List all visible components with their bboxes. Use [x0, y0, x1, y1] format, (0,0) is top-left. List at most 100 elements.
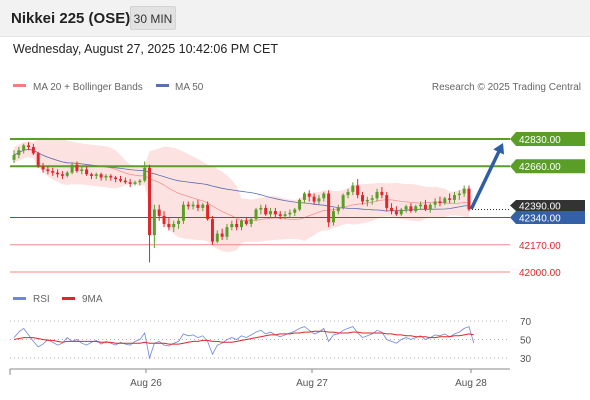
forecast-arrow-head [493, 143, 505, 155]
candle-body [148, 167, 152, 236]
rsi-tick-label: 70 [520, 317, 532, 328]
candle-body [288, 212, 292, 215]
legend-9ma-label: 9MA [82, 294, 103, 305]
candle-body [230, 223, 234, 228]
watermark: Research © 2025 Trading Central [432, 82, 581, 93]
candle-body [356, 185, 360, 196]
candle-body [283, 214, 287, 216]
candle-body [31, 147, 35, 154]
candle-body [167, 223, 171, 228]
candle-body [36, 153, 40, 167]
candle-body [264, 207, 268, 215]
candle-body [394, 211, 398, 215]
candle-body [128, 182, 132, 184]
legend-ma20-label: MA 20 + Bollinger Bands [33, 82, 143, 93]
level-tag-42340.00 [510, 211, 585, 225]
bollinger-band [14, 138, 469, 252]
rsi-tick-label: 30 [520, 354, 532, 365]
candle-body [327, 193, 331, 223]
candle-body [46, 169, 50, 172]
candle-body [244, 220, 248, 224]
candle-body [375, 191, 379, 199]
candle-body [346, 191, 350, 196]
candle-body [80, 169, 84, 172]
candle-body [196, 204, 200, 208]
header-bar: Nikkei 225 (OSE) 30 MIN [0, 0, 590, 37]
ma50-swatch [156, 84, 169, 87]
candle-body [385, 195, 389, 208]
forecast-arrow-shaft [470, 150, 501, 210]
candle-body [452, 195, 456, 200]
candle-body [414, 206, 418, 212]
candle-body [138, 180, 142, 183]
candle-body [273, 211, 277, 215]
level-label-42000.00: 42000.00 [519, 268, 561, 279]
candle-body [152, 209, 156, 236]
candle-body [220, 233, 224, 237]
candle-body [317, 198, 321, 202]
candle-body [312, 196, 316, 202]
time-axis: Aug 26 Aug 27 Aug 28 [9, 368, 510, 389]
candle-body [467, 188, 471, 210]
candle-body [75, 164, 79, 172]
rsi-plot: 70 50 30 [10, 317, 532, 365]
candle-body [191, 204, 195, 207]
candle-body [419, 204, 423, 207]
candle-body [361, 195, 365, 202]
level-label-42830.00: 42830.00 [519, 135, 561, 146]
legend-rsi-label: RSI [33, 294, 50, 305]
candle-body [177, 220, 181, 224]
candle-body [322, 193, 326, 199]
candle-body [390, 207, 394, 212]
candle-body [225, 227, 229, 237]
candle-body [259, 207, 263, 210]
candle-body [307, 193, 311, 197]
ma20-swatch [13, 84, 26, 87]
candle-body [331, 211, 335, 223]
candle-body [240, 220, 243, 228]
instrument-title: Nikkei 225 (OSE) [11, 10, 131, 27]
level-label-42390.00: 42390.00 [519, 202, 561, 213]
candle-body [293, 209, 297, 213]
candle-body [186, 204, 190, 207]
candle-body [409, 206, 413, 212]
candle-body [94, 174, 98, 176]
candle-body [269, 211, 273, 215]
candle-body [157, 209, 161, 216]
level-tag-42830.00 [510, 132, 585, 146]
time-tick-label: Aug 28 [455, 378, 487, 389]
candle-body [428, 204, 432, 210]
candle-body [181, 204, 185, 221]
candle-body [41, 166, 45, 170]
candle-body [249, 219, 253, 224]
candle-body [215, 233, 219, 242]
candle-body [448, 198, 452, 200]
candle-body [298, 199, 302, 210]
candle-body [12, 155, 16, 160]
level-label-42170.00: 42170.00 [519, 241, 561, 252]
candle-body [423, 204, 427, 210]
time-tick-label: Aug 27 [296, 378, 328, 389]
candle-body [351, 185, 355, 192]
candle-body [51, 171, 55, 173]
rsi-swatch [13, 297, 26, 300]
candle-body [60, 174, 64, 176]
candle-body [404, 206, 408, 210]
rsi-tick-label: 50 [520, 336, 532, 347]
candle-body [235, 223, 239, 228]
legend-ma50-label: MA 50 [175, 82, 204, 93]
candle-body [70, 164, 74, 173]
rsi-ma-swatch [62, 297, 75, 300]
candle-body [206, 204, 210, 220]
candle-body [433, 201, 437, 205]
candle-body [56, 172, 60, 175]
candle-body [85, 169, 89, 175]
level-label-42340.00: 42340.00 [519, 214, 561, 225]
level-tag-42390.00 [510, 200, 585, 212]
interval-button[interactable]: 30 MIN [130, 6, 176, 30]
candle-body [201, 204, 205, 208]
level-label-42660.00: 42660.00 [519, 162, 561, 173]
candle-body [336, 207, 340, 212]
candle-body [254, 209, 258, 220]
